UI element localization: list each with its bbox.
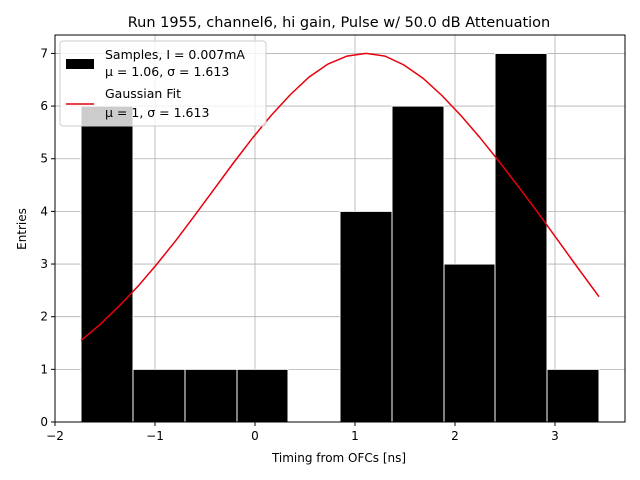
histogram-bar — [236, 368, 289, 423]
y-tick-label: 0 — [40, 415, 48, 429]
x-tick-label: 2 — [451, 429, 459, 443]
y-tick-label: 5 — [40, 152, 48, 166]
y-tick-label: 6 — [40, 99, 48, 113]
y-tick-label: 7 — [40, 46, 48, 60]
histogram-bar — [494, 52, 548, 423]
x-axis-ticks: −2 −1 0 1 2 3 — [46, 422, 559, 443]
histogram-bar — [132, 368, 186, 423]
x-axis-label: Timing from OFCs [ns] — [271, 451, 406, 465]
legend-label-samples: Samples, I = 0.007mA — [105, 47, 245, 62]
y-tick-label: 2 — [40, 310, 48, 324]
y-tick-label: 1 — [40, 362, 48, 376]
histogram-bar — [80, 105, 134, 423]
fit-curve-group — [80, 52, 600, 341]
legend: Samples, I = 0.007mA μ = 1.06, σ = 1.613… — [59, 40, 267, 127]
histogram-bar — [339, 210, 393, 423]
legend-box — [59, 40, 267, 127]
histogram-bars — [80, 52, 600, 423]
histogram-bar — [391, 105, 445, 423]
histogram-bar — [443, 263, 496, 423]
y-axis-ticks: 0 1 2 3 4 5 6 7 — [40, 46, 55, 429]
gaussian-fit-line — [80, 52, 600, 341]
y-axis-label: Entries — [15, 208, 29, 250]
x-tick-label: −2 — [46, 429, 64, 443]
histogram-bar — [546, 368, 600, 423]
legend-swatch-samples — [66, 59, 94, 69]
legend-label-fit: Gaussian Fit — [105, 86, 181, 101]
x-tick-label: 1 — [351, 429, 359, 443]
y-tick-label: 4 — [40, 204, 48, 218]
x-tick-label: 3 — [551, 429, 559, 443]
histogram-bar — [184, 368, 238, 423]
plot-frame — [54, 34, 626, 423]
legend-stats-fit: μ = 1, σ = 1.613 — [105, 105, 209, 120]
x-tick-label: −1 — [146, 429, 164, 443]
chart-title: Run 1955, channel6, hi gain, Pulse w/ 50… — [128, 15, 551, 31]
x-tick-label: 0 — [251, 429, 259, 443]
legend-stats-samples: μ = 1.06, σ = 1.613 — [105, 64, 229, 79]
y-tick-label: 3 — [40, 257, 48, 271]
